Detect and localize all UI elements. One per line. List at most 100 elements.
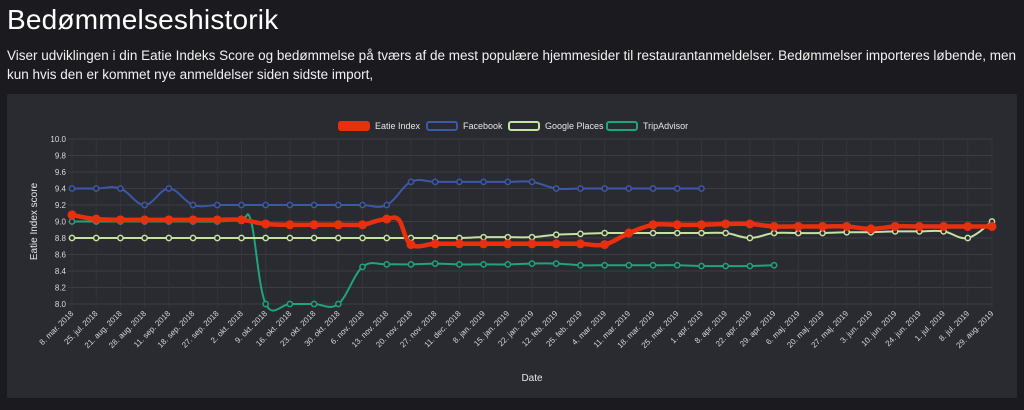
tripadvisor-point[interactable] [552,260,560,267]
eatie-index-point[interactable] [115,215,125,225]
google-places-point[interactable] [673,229,681,237]
google-places-point[interactable] [262,234,270,242]
eatie-index-point[interactable] [479,239,489,249]
facebook-point[interactable] [383,201,391,209]
facebook-point[interactable] [334,201,342,209]
tripadvisor-point[interactable] [673,261,681,269]
tripadvisor-point[interactable] [431,260,439,267]
tripadvisor-point[interactable] [310,300,318,308]
eatie-index-point[interactable] [842,221,852,231]
legend-swatch-eatie-index[interactable] [338,121,370,131]
google-places-point[interactable] [577,230,584,238]
google-places-point[interactable] [117,234,124,242]
eatie-index-point[interactable] [987,221,997,231]
google-places-point[interactable] [819,229,826,237]
eatie-index-point[interactable] [164,215,174,225]
legend-label-google-places[interactable]: Google Places [545,121,604,131]
eatie-index-point[interactable] [696,220,706,230]
facebook-point[interactable] [68,185,76,192]
facebook-point[interactable] [189,201,197,209]
facebook-point[interactable] [698,185,705,192]
google-places-point[interactable] [189,234,197,242]
facebook-point[interactable] [92,185,100,192]
legend-label-facebook[interactable]: Facebook [463,121,503,131]
eatie-index-point[interactable] [963,221,973,231]
google-places-point[interactable] [480,233,487,241]
tripadvisor-point[interactable] [649,261,657,269]
facebook-point[interactable] [431,178,439,186]
eatie-index-point[interactable] [721,219,731,229]
google-places-point[interactable] [722,229,730,237]
facebook-point[interactable] [673,185,681,192]
eatie-index-point[interactable] [600,240,610,250]
google-places-point[interactable] [770,229,778,237]
eatie-index-point[interactable] [745,219,755,229]
tripadvisor-point[interactable] [601,261,608,269]
tripadvisor-point[interactable] [359,263,366,271]
tripadvisor-point[interactable] [698,262,705,270]
google-places-point[interactable] [794,229,802,237]
facebook-point[interactable] [528,178,536,186]
facebook-point[interactable] [117,185,124,192]
google-places-point[interactable] [238,234,245,242]
tripadvisor-point[interactable] [722,262,730,270]
tripadvisor-point[interactable] [625,261,633,269]
eatie-index-point[interactable] [551,239,561,249]
eatie-index-point[interactable] [358,220,368,230]
eatie-index-point[interactable] [261,219,271,229]
facebook-point[interactable] [552,185,560,192]
eatie-index-point[interactable] [672,220,682,230]
legend-swatch-facebook[interactable] [426,121,458,131]
facebook-point[interactable] [141,201,148,209]
google-places-point[interactable] [165,234,173,242]
google-places-point[interactable] [964,234,972,242]
tripadvisor-point[interactable] [286,300,294,308]
tripadvisor-point[interactable] [746,262,754,270]
facebook-point[interactable] [310,201,318,209]
legend-swatch-tripadvisor[interactable] [606,121,638,131]
tripadvisor-point[interactable] [68,218,76,225]
eatie-index-point[interactable] [91,214,101,224]
google-places-point[interactable] [698,229,705,237]
facebook-point[interactable] [480,178,487,186]
facebook-point[interactable] [649,185,657,192]
google-places-point[interactable] [213,234,221,242]
facebook-point[interactable] [262,201,270,209]
eatie-index-point[interactable] [624,228,634,238]
eatie-index-point[interactable] [793,221,803,231]
google-places-point[interactable] [310,234,318,242]
facebook-point[interactable] [165,185,173,192]
google-places-point[interactable] [504,233,512,241]
eatie-index-point[interactable] [866,224,876,234]
facebook-point[interactable] [407,178,415,186]
eatie-index-point[interactable] [188,215,198,225]
eatie-index-point[interactable] [430,239,440,249]
google-places-point[interactable] [649,229,657,237]
eatie-index-point[interactable] [212,215,222,225]
google-places-point[interactable] [334,234,342,242]
google-places-point[interactable] [601,229,608,237]
tripadvisor-point[interactable] [383,261,391,268]
eatie-index-point[interactable] [769,221,779,231]
google-places-point[interactable] [528,233,536,241]
tripadvisor-point[interactable] [334,300,342,308]
eatie-index-point[interactable] [454,239,464,249]
google-places-point[interactable] [92,234,100,242]
legend-label-tripadvisor[interactable]: TripAdvisor [643,121,688,131]
facebook-point[interactable] [359,201,366,209]
tripadvisor-point[interactable] [577,261,584,269]
eatie-index-point[interactable] [818,221,828,231]
eatie-index-point[interactable] [333,220,343,230]
google-places-point[interactable] [746,234,754,242]
facebook-point[interactable] [625,185,633,192]
legend-label-eatie-index[interactable]: Eatie Index [375,121,421,131]
eatie-index-point[interactable] [382,214,392,224]
eatie-index-point[interactable] [309,220,319,230]
facebook-point[interactable] [601,185,608,192]
facebook-point[interactable] [504,178,512,186]
tripadvisor-point[interactable] [456,261,463,268]
tripadvisor-point[interactable] [262,300,270,308]
eatie-index-point[interactable] [890,221,900,231]
eatie-index-point[interactable] [575,239,585,249]
eatie-index-point[interactable] [406,240,416,250]
